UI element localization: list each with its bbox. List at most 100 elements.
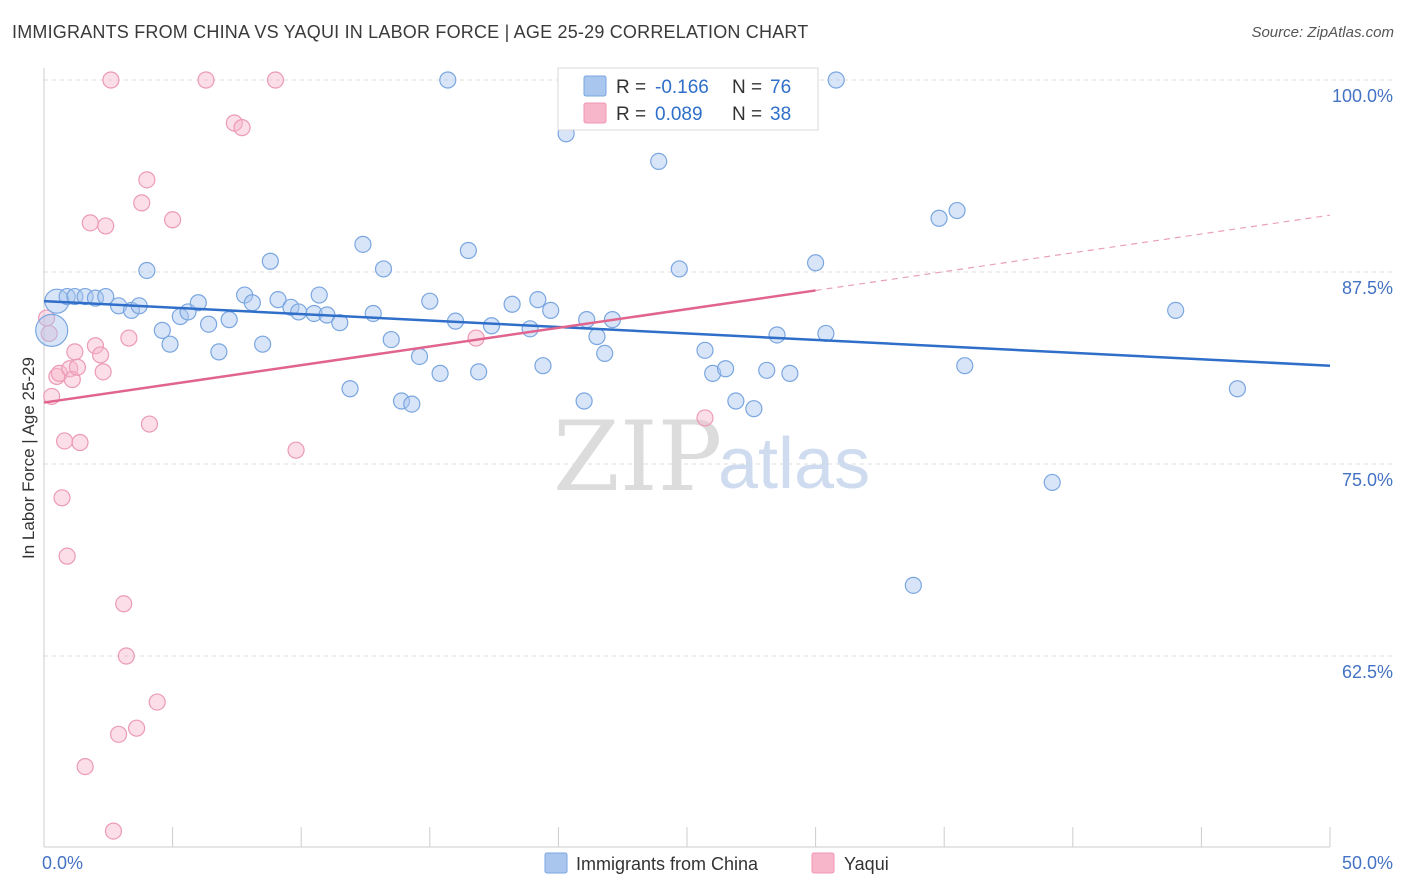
yaqui-point	[287, 441, 305, 459]
legend-swatch-yaqui	[583, 102, 607, 124]
china-point	[200, 315, 218, 333]
yaqui-point	[71, 433, 89, 452]
yaqui-point	[109, 725, 128, 743]
china-point	[470, 363, 488, 381]
watermark-atlas: atlas	[718, 424, 870, 504]
china-point	[410, 347, 429, 366]
axes	[43, 68, 1331, 848]
yaqui-point	[127, 719, 146, 737]
china-point	[210, 343, 228, 361]
y-tick-label: 87.5%	[1342, 278, 1393, 298]
yaqui-point	[58, 547, 76, 565]
tick-labels: 62.5% 75.0% 87.5% 100.0% 0.0% 50.0%	[42, 86, 1393, 873]
yaqui-point	[138, 171, 156, 189]
legend-swatch-china	[583, 75, 607, 97]
yaqui-point	[97, 217, 115, 235]
yaqui-points	[37, 71, 714, 840]
china-point	[827, 71, 845, 89]
bottom-legend-yaqui: Yaqui	[844, 854, 889, 874]
yaqui-point	[81, 214, 99, 232]
yaqui-point	[68, 358, 87, 376]
legend-n-value-china: 76	[770, 77, 791, 98]
yaqui-point	[53, 489, 71, 507]
china-point	[575, 392, 593, 410]
legend-n-label-china: N =	[732, 77, 762, 98]
china-point	[704, 364, 722, 382]
china-point	[310, 286, 328, 304]
china-point	[534, 357, 552, 375]
china-point	[331, 314, 349, 332]
legend-r-value-yaqui: 0.089	[655, 104, 703, 125]
china-point	[382, 330, 400, 349]
china-point	[374, 260, 393, 278]
legend-r-label-yaqui: R =	[616, 104, 646, 125]
china-point	[290, 303, 308, 321]
yaqui-point	[140, 415, 159, 433]
trend-lines	[43, 214, 1331, 404]
china-point	[421, 292, 439, 310]
china-point	[758, 361, 776, 379]
yaqui-trend-extension	[815, 214, 1331, 292]
china-point	[254, 335, 272, 353]
china-point	[542, 301, 560, 319]
legend: R = -0.166 N = 76 R = 0.089 N = 38	[557, 67, 819, 131]
yaqui-point	[76, 757, 94, 776]
x-tick-label: 50.0%	[1342, 853, 1393, 873]
china-point	[781, 364, 799, 382]
yaqui-point	[94, 363, 112, 381]
china-point	[1228, 380, 1247, 398]
china-point	[521, 320, 539, 338]
china-point	[1043, 473, 1061, 492]
x-tick-label: 0.0%	[42, 853, 83, 873]
source-label: Source: ZipAtlas.com	[1251, 24, 1394, 41]
watermark: ZIP atlas	[553, 401, 870, 513]
china-point	[716, 360, 735, 378]
china-point	[745, 400, 763, 418]
y-axis-label: In Labor Force | Age 25-29	[19, 357, 38, 559]
china-point	[670, 260, 688, 278]
yaqui-point	[117, 647, 135, 665]
china-point	[354, 235, 372, 253]
china-point	[459, 241, 477, 260]
legend-r-value-china: -0.166	[655, 77, 709, 98]
bottom-legend-china: Immigrants from China	[576, 854, 759, 874]
china-point	[261, 252, 279, 270]
yaqui-point	[197, 71, 215, 89]
china-point	[588, 327, 606, 346]
china-point	[806, 254, 825, 272]
china-point	[220, 311, 238, 329]
yaqui-point	[148, 693, 166, 711]
yaqui-trend-line	[43, 289, 816, 404]
yaqui-point	[266, 71, 285, 89]
china-points	[35, 71, 1247, 594]
china-point	[956, 357, 974, 375]
legend-r-label-china: R =	[616, 77, 646, 98]
yaqui-point	[164, 211, 182, 229]
china-point	[138, 261, 156, 280]
y-tick-label: 100.0%	[1332, 86, 1393, 106]
yaqui-point	[102, 71, 120, 89]
bottom-legend: Immigrants from China Yaqui	[544, 852, 889, 874]
china-point	[341, 380, 359, 398]
y-tick-label: 62.5%	[1342, 662, 1393, 682]
china-point	[392, 392, 411, 410]
china-point	[503, 295, 521, 313]
yaqui-point	[696, 409, 714, 427]
yaqui-point	[86, 337, 105, 355]
china-point	[35, 313, 69, 347]
china-point	[431, 364, 449, 382]
yaqui-point	[104, 822, 123, 840]
china-trend-line	[43, 299, 1331, 367]
china-point	[904, 576, 922, 594]
china-point	[727, 392, 745, 410]
china-point	[930, 209, 948, 227]
china-point	[243, 294, 261, 312]
bottom-legend-swatch-yaqui	[811, 852, 835, 874]
china-point	[1167, 301, 1185, 319]
yaqui-point	[91, 346, 110, 364]
china-point	[768, 326, 786, 344]
yaqui-point	[133, 194, 151, 212]
legend-n-label-yaqui: N =	[732, 104, 762, 125]
yaqui-point	[233, 119, 251, 137]
